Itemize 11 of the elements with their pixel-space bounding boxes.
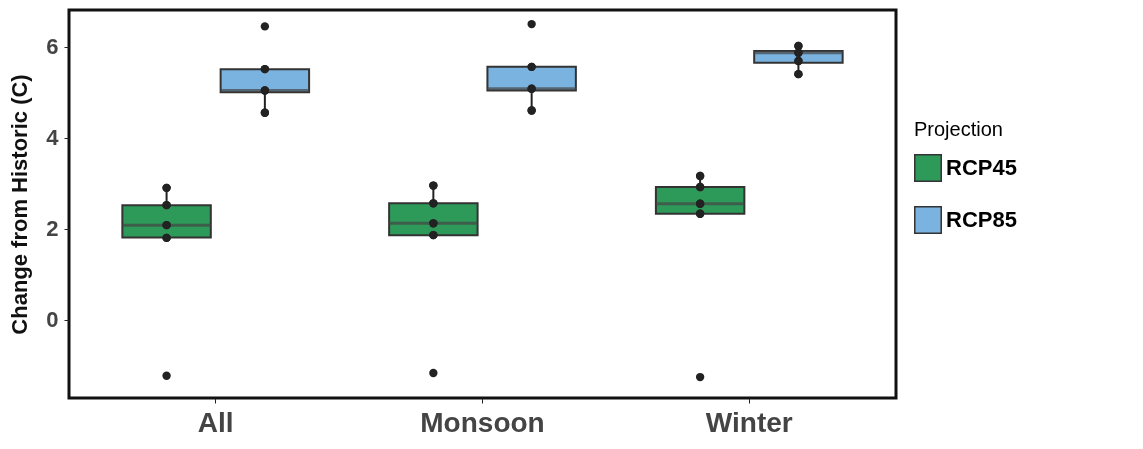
y-tick-label: 0 [46, 307, 59, 333]
x-tick-label: Winter [705, 406, 793, 438]
legend-title: Projection [914, 118, 1003, 140]
y-tick-label: 6 [46, 34, 59, 60]
legend-label: RCP45 [946, 155, 1017, 180]
legend-label: RCP85 [946, 207, 1017, 232]
x-tick-label: Monsoon [420, 406, 545, 438]
y-tick-label: 2 [46, 216, 59, 242]
x-tick-label: All [197, 406, 234, 438]
y-tick-label: 4 [46, 125, 60, 151]
y-axis-title: Change from Historic (C) [7, 74, 33, 335]
